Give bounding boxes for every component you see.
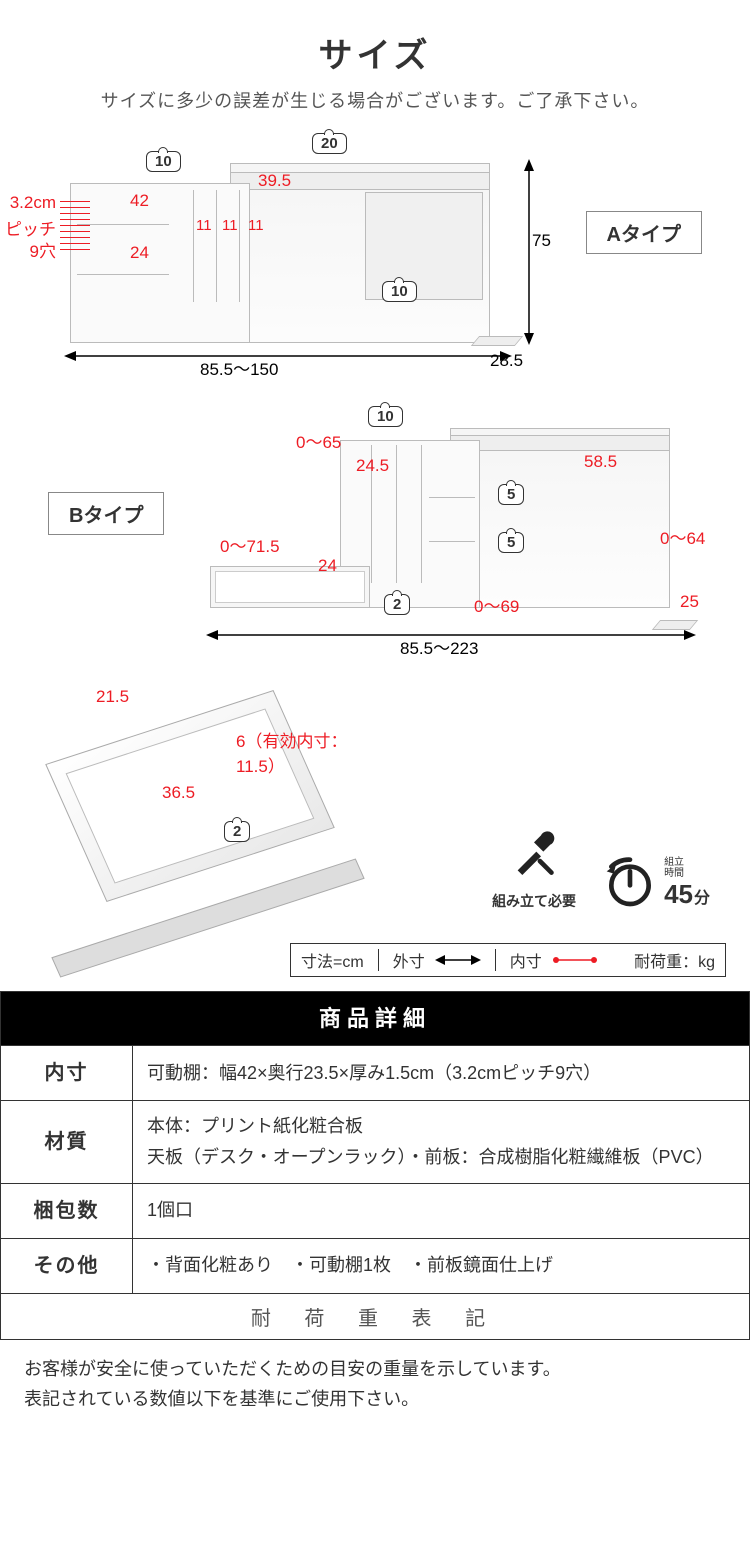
weight-a-main: 20 (312, 133, 347, 154)
spec-title-row: 商品詳細 (1, 992, 750, 1046)
type-b-low-unit (210, 566, 370, 608)
dim-a-pitch3: 9穴 (0, 237, 56, 262)
spec-key: 梱包数 (1, 1183, 133, 1238)
dim-b-low-d: 24 (318, 556, 337, 576)
page: サイズ サイズに多少の誤差が生じる場合がございます。ご了承下さい。 Aタイプ (0, 0, 750, 1439)
spec-row: その他 ・背面化粧あり ・可動棚1枚 ・前板鏡面仕上げ (1, 1238, 750, 1293)
dim-b-width-arrow (206, 626, 696, 644)
dim-drawer-l: 36.5 (162, 783, 195, 803)
dim-a-gap3: 11 (248, 217, 264, 234)
spec-heading: 商品詳細 (1, 992, 750, 1046)
page-subtitle: サイズに多少の誤差が生じる場合がございます。ご了承下さい。 (20, 87, 730, 113)
legend-inner-arrow-icon (552, 953, 598, 967)
assembly-required-icon: 組み立て必要 (492, 826, 576, 911)
dim-a-shelf-w: 42 (130, 191, 149, 211)
assembly-time-label: 組立 時間 (664, 857, 710, 879)
legend-outer-label: 外寸 (393, 948, 425, 972)
dim-b-foot-d: 25 (680, 592, 699, 612)
dim-a-pitch1: 3.2cm (0, 193, 56, 213)
pitch-marks (60, 201, 90, 255)
spec-value: ・背面化粧あり ・可動棚1枚 ・前板鏡面仕上げ (133, 1238, 750, 1293)
diagram-type-b: Bタイプ 0〜65 24.5 0〜71.5 24 58.5 0〜64 25 0〜… (0, 406, 750, 676)
legend-inner-label: 内寸 (510, 948, 542, 972)
type-a-label: Aタイプ (586, 211, 702, 254)
assembly-required-label: 組み立て必要 (492, 891, 576, 911)
tools-icon (506, 826, 562, 882)
weight-drawer: 2 (224, 821, 250, 842)
legend-load-label: 耐荷重：kg (634, 948, 715, 972)
spec-key: 内寸 (1, 1046, 133, 1101)
weight-a-side: 10 (146, 151, 181, 172)
type-a-side-shelf (70, 183, 250, 343)
dim-drawer-w: 21.5 (96, 687, 129, 707)
spec-key: 材質 (1, 1101, 133, 1183)
page-title: サイズ (20, 28, 730, 77)
weight-b-shelf1: 5 (498, 484, 524, 505)
clock-icon (602, 855, 658, 911)
diagram-type-a: Aタイプ 3.2cm ピッチ 9穴 42 24 (0, 131, 750, 391)
dim-b-desk-inner: 0〜69 (474, 592, 519, 617)
assembly-time-icon: 組立 時間 45分 (602, 855, 710, 911)
drawer-diagram: 21.5 6（有効内寸：11.5） 36.5 2 (40, 691, 360, 911)
dim-a-gap1: 11 (196, 217, 212, 234)
weight-b-shelf2: 5 (498, 532, 524, 553)
weight-b-low: 2 (384, 594, 410, 615)
spec-row: 内寸 可動棚：幅42×奥行23.5×厚み1.5cm（3.2cmピッチ9穴） (1, 1046, 750, 1101)
dim-a-height-arrow (520, 159, 538, 345)
dim-b-desk-ext: 0〜64 (660, 524, 705, 549)
weight-b-rack: 10 (368, 406, 403, 427)
dim-a-width-arrow (64, 347, 512, 365)
dim-a-shelf-d: 24 (130, 243, 149, 263)
diagrams-section: Aタイプ 3.2cm ピッチ 9穴 42 24 (0, 131, 750, 681)
weight-a-bottom: 10 (382, 281, 417, 302)
drawer-and-icons: 21.5 6（有効内寸：11.5） 36.5 2 組み立て必要 (0, 681, 750, 991)
assembly-time-value: 45 (664, 879, 693, 909)
assembly-icons: 組み立て必要 組立 時間 45分 (492, 826, 710, 911)
type-b-desk (450, 428, 670, 608)
assembly-time-unit: 分 (694, 890, 710, 907)
spec-row: 材質 本体：プリント紙化粧合板 天板（デスク・オープンラック）・前板：合成樹脂化… (1, 1101, 750, 1183)
spec-value: 1個口 (133, 1183, 750, 1238)
spec-table: 商品詳細 内寸 可動棚：幅42×奥行23.5×厚み1.5cm（3.2cmピッチ9… (0, 991, 750, 1294)
dim-a-top-open: 39.5 (258, 171, 291, 191)
dim-b-desk-h: 58.5 (584, 452, 617, 472)
dim-b-low-ext: 0〜71.5 (220, 532, 280, 557)
load-text: お客様が安全に使っていただくための目安の重量を示しています。 表記されている数値… (0, 1340, 750, 1439)
load-heading: 耐 荷 重 表 記 (0, 1294, 750, 1340)
spec-value: 可動棚：幅42×奥行23.5×厚み1.5cm（3.2cmピッチ9穴） (133, 1046, 750, 1101)
legend-outer-arrow-icon (435, 953, 481, 967)
spec-key: その他 (1, 1238, 133, 1293)
dim-b-rack-ext: 0〜65 (296, 428, 341, 453)
legend-bar: 寸法=cm 外寸 内寸 耐荷重：kg (290, 943, 726, 977)
spec-value: 本体：プリント紙化粧合板 天板（デスク・オープンラック）・前板：合成樹脂化粧繊維… (133, 1101, 750, 1183)
type-b-label: Bタイプ (48, 492, 164, 535)
dim-a-gap2: 11 (222, 217, 238, 234)
type-a-foot (471, 336, 523, 346)
dim-b-rack-d: 24.5 (356, 456, 389, 476)
dim-drawer-side-note: （有効内寸：11.5） (236, 732, 347, 776)
spec-row: 梱包数 1個口 (1, 1183, 750, 1238)
legend-unit: 寸法=cm (301, 948, 364, 972)
header: サイズ サイズに多少の誤差が生じる場合がございます。ご了承下さい。 (0, 0, 750, 131)
